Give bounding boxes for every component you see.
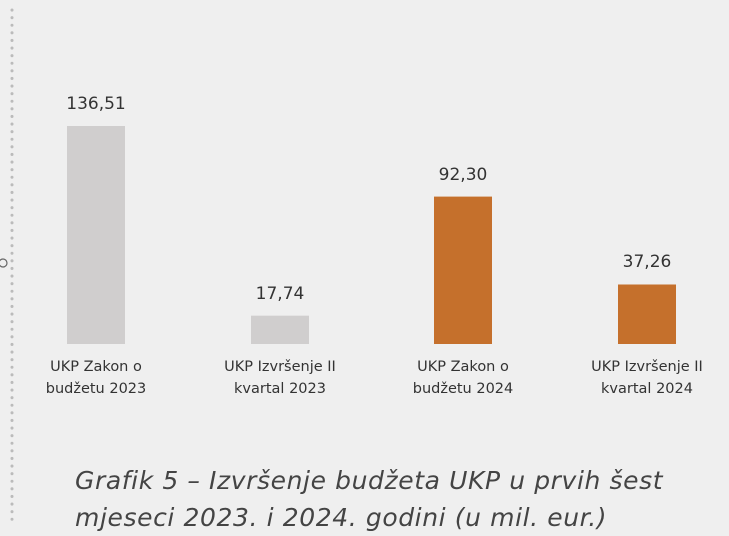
category-label: UKP Izvršenje II kvartal 2024 (591, 359, 703, 397)
decor-dot (0, 258, 8, 268)
bar (251, 315, 309, 344)
bar (618, 284, 676, 344)
category-label: UKP Zakon o budžetu 2024 (412, 359, 514, 397)
value-label: 17,74 (255, 283, 305, 304)
value-label: 37,26 (622, 252, 672, 273)
bar (434, 196, 492, 344)
value-label: 92,30 (438, 164, 488, 185)
bar (67, 125, 125, 344)
category-label: UKP Izvršenje II kvartal 2023 (224, 359, 336, 397)
value-label: 136,51 (66, 93, 126, 114)
category-label: UKP Zakon o budžetu 2023 (45, 359, 147, 397)
caption: Grafik 5 – Izvršenje budžeta UKP u prvih… (75, 466, 664, 532)
